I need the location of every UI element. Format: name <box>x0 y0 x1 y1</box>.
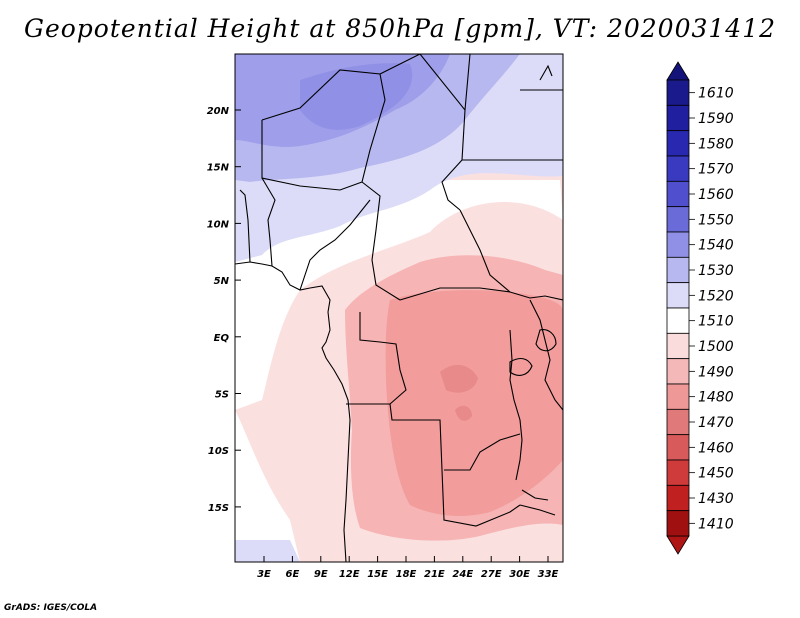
longitude-label: 21E <box>424 569 445 580</box>
colorbar-box <box>666 231 690 258</box>
field-blue-1550 <box>300 63 413 130</box>
colorbar-label: 1510 <box>698 314 734 330</box>
longitude-label: 9E <box>314 569 328 580</box>
colorbar-label: 1480 <box>698 390 734 406</box>
coast-red-sea <box>520 64 563 91</box>
border-zimbabwe <box>519 489 556 516</box>
border-nigeria-cameroon <box>361 181 401 301</box>
colorbar-box <box>666 484 690 512</box>
colorbar-label: 1490 <box>698 364 734 380</box>
colorbar-boxes <box>666 79 690 537</box>
colorbar-box <box>666 510 690 537</box>
latitude-label: 15S <box>208 503 229 514</box>
colorbar-label: 1560 <box>698 187 734 203</box>
colorbar-box <box>666 408 690 436</box>
field-red-pocket-2 <box>455 405 472 421</box>
colorbar-label: 1570 <box>698 162 734 178</box>
colorbar-box <box>666 130 690 157</box>
colorbar-box <box>666 282 690 309</box>
colorbar: 1610 1590 1580 1570 1560 1550 1540 1530 1520 1510… <box>666 61 734 555</box>
border-libya-chad <box>379 54 466 211</box>
longitude-axis: 3E 6E 9E 12E 15E 18E 21E 24E 27E 30E 33E <box>257 556 559 580</box>
coastline-west-africa <box>235 261 331 313</box>
colorbar-box <box>666 307 690 334</box>
latitude-label: 20N <box>207 106 230 117</box>
colorbar-box <box>666 459 690 486</box>
longitude-label: 33E <box>538 569 559 580</box>
colorbar-label: 1470 <box>698 415 734 431</box>
border-ghana <box>239 189 251 263</box>
colorbar-label: 1580 <box>698 136 734 152</box>
longitude-label: 15E <box>367 569 388 580</box>
colorbar-label: 1410 <box>698 516 734 532</box>
colorbar-labels: 1610 1590 1580 1570 1560 1550 1540 1530 1520 1510… <box>689 86 734 532</box>
grads-credit: GrADS: IGES/COLA <box>4 603 98 613</box>
field-white-band <box>235 180 563 410</box>
colorbar-label: 1550 <box>698 212 734 228</box>
colorbar-label: 1590 <box>698 111 734 127</box>
colorbar-box <box>666 358 690 385</box>
colorbar-label: 1520 <box>698 288 734 304</box>
longitude-label: 30E <box>509 569 530 580</box>
latitude-label: 10N <box>207 219 230 230</box>
colorbar-box <box>666 256 690 284</box>
longitude-label: 3E <box>257 569 271 580</box>
border-nigeria <box>299 199 371 291</box>
colorbar-box <box>666 79 690 106</box>
field-red-1480 <box>385 290 563 516</box>
colorbar-label: 1460 <box>698 440 734 456</box>
longitude-label: 12E <box>339 569 360 580</box>
colorbar-label: 1610 <box>698 86 734 102</box>
latitude-axis: 20N 15N 10N 5N EQ 5S 10S 15S <box>207 106 241 514</box>
colorbar-box <box>666 434 690 461</box>
coastline-central-africa <box>321 311 351 562</box>
colorbar-label: 1540 <box>698 238 734 254</box>
height-field <box>235 54 563 562</box>
latitude-label: 5N <box>214 276 230 287</box>
colorbar-top-arrow <box>666 61 690 81</box>
field-red-pocket <box>440 364 478 393</box>
border-sahel <box>261 120 363 191</box>
longitude-label: 27E <box>481 569 502 580</box>
border-gabon-congo <box>359 312 407 405</box>
latitude-label: EQ <box>214 333 230 344</box>
country-borders <box>235 54 563 562</box>
border-benin-togo <box>261 177 276 267</box>
border-zambia <box>444 433 521 471</box>
latitude-label: 10S <box>208 446 229 457</box>
latitude-label: 5S <box>215 390 229 401</box>
colorbar-bottom-arrow <box>666 535 690 555</box>
colorbar-label: 1500 <box>698 339 734 355</box>
longitude-label: 24E <box>452 569 473 580</box>
field-sw-lightblue <box>235 540 300 562</box>
colorbar-box <box>666 206 690 233</box>
colorbar-label: 1530 <box>698 263 734 279</box>
lake-kivu <box>509 357 533 376</box>
latitude-label: 15N <box>207 163 230 174</box>
colorbar-box <box>666 332 690 360</box>
lake-victoria <box>535 329 557 352</box>
map-title: Geopotential Height at 850hPa [gpm], VT:… <box>23 14 777 43</box>
longitude-label: 6E <box>286 569 300 580</box>
colorbar-box <box>666 155 690 182</box>
border-chad-sudan <box>459 209 511 293</box>
border-sudan-egypt <box>462 54 563 161</box>
colorbar-label: 1430 <box>698 491 734 507</box>
colorbar-box <box>666 180 690 208</box>
field-sw-white <box>235 410 300 562</box>
border-angola-congo <box>346 403 521 527</box>
longitude-label: 18E <box>396 569 417 580</box>
lake-tanganyika <box>509 329 523 481</box>
colorbar-box <box>666 104 690 132</box>
colorbar-box <box>666 383 690 410</box>
plot-frame <box>234 53 564 563</box>
colorbar-label: 1450 <box>698 466 734 482</box>
border-east-africa <box>529 299 563 411</box>
